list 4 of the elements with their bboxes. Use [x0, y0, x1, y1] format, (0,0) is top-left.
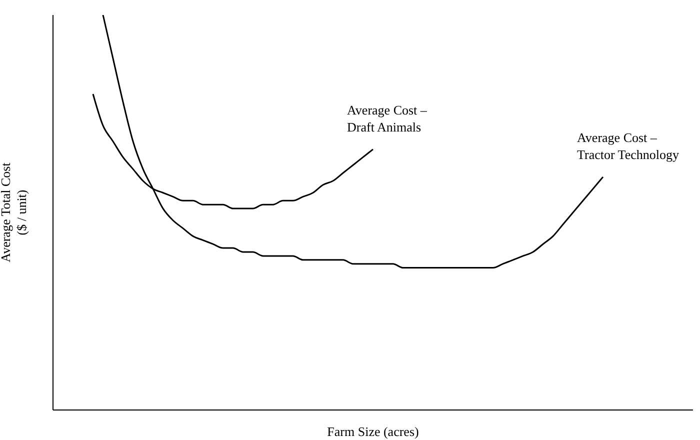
x-axis-title: Farm Size (acres): [327, 424, 419, 439]
text: Average Cost – Draft Animals: [347, 102, 428, 134]
text: Average Cost – Tractor Technology: [577, 130, 680, 162]
y-axis-title: Average Total Cost ($ / unit): [0, 162, 29, 262]
